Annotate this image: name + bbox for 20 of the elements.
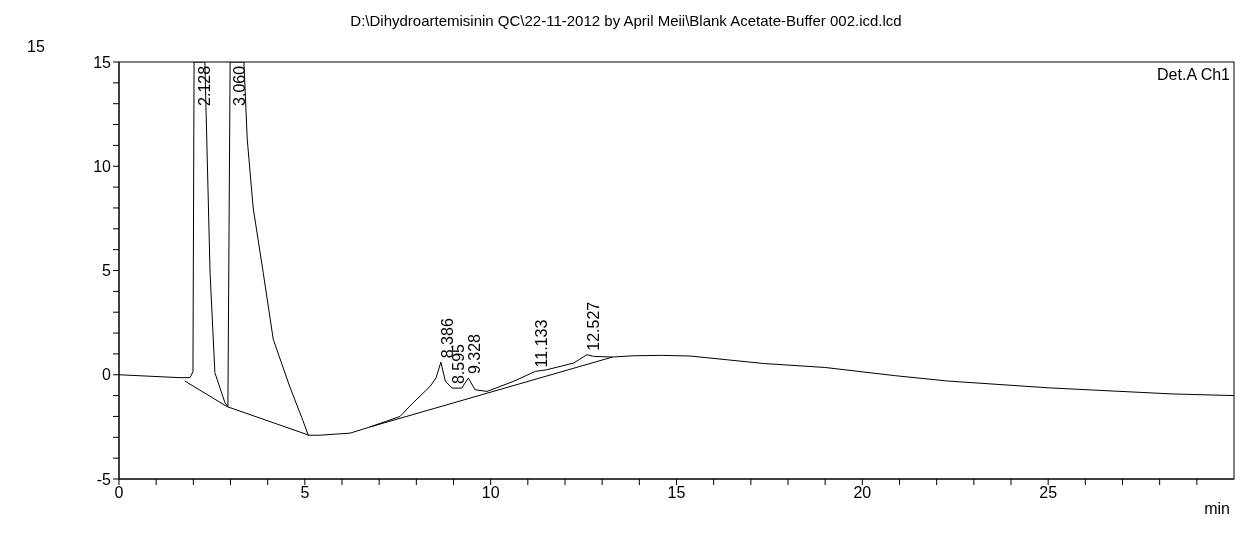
annotation: 3.060 (230, 65, 248, 106)
x-tick-label: 20 (853, 484, 872, 502)
x-axis-title: min (1204, 500, 1230, 518)
y-tick-label: -5 (96, 470, 112, 488)
annotation: 9.328 (466, 333, 484, 375)
text: 15 (27, 38, 45, 56)
y-tick-label: 0 (102, 366, 112, 384)
y-tick-label: 10 (93, 157, 112, 175)
x-tick-label: 10 (481, 484, 500, 502)
x-tick-label: 5 (300, 484, 310, 502)
x-tick-label: 0 (114, 484, 124, 502)
annotation: 12.527 (584, 301, 602, 351)
annotation: 11.133 (533, 319, 551, 368)
x-tick-label: 25 (1039, 484, 1058, 502)
annotation: 2.128 (196, 65, 214, 106)
x-tick-label: 15 (667, 484, 686, 502)
y-tick-label: 5 (102, 262, 112, 280)
y-tick-label: 15 (93, 53, 112, 71)
chart-title: D:\Dihydroartemisinin QC\22-11-2012 by April Meii\Blank Acetate-Buffer 002.icd.lcd (349, 12, 903, 29)
annotation: Det.A Ch1 (1157, 66, 1230, 84)
